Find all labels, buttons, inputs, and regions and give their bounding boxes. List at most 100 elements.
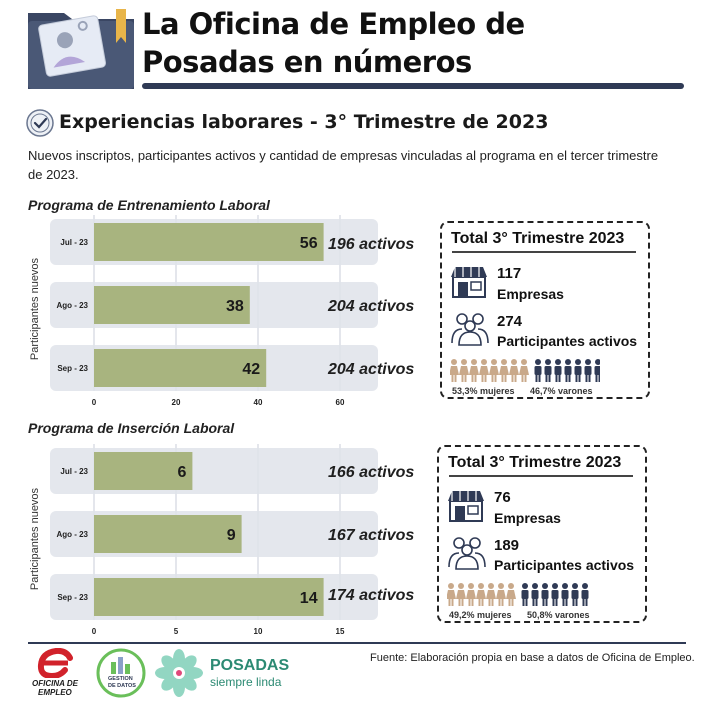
- woman-icon: [499, 359, 509, 382]
- active-label: 204 activos: [328, 298, 415, 315]
- woman-icon: [469, 359, 479, 382]
- tick-label: 20: [172, 398, 181, 407]
- woman-icon: [496, 583, 506, 606]
- totals-box: Total 3° Trimestre 2023 76 Empresas 189 …: [437, 445, 647, 623]
- y-axis-label: Participantes nuevos: [29, 487, 41, 591]
- store-icon: [447, 487, 485, 528]
- data-label: 9: [227, 527, 236, 544]
- man-icon: [531, 583, 539, 606]
- woman-icon: [459, 359, 469, 382]
- men-percent: 50,8% varones: [527, 610, 590, 620]
- participantes-label: Participantes activos: [497, 333, 638, 349]
- man-icon: [541, 583, 549, 606]
- page-title-line2: Posadas en números: [142, 45, 472, 79]
- man-icon: [544, 359, 552, 382]
- gender-people-row: [447, 583, 589, 606]
- logo3-line2: siempre linda: [210, 675, 282, 689]
- bar: [94, 349, 267, 387]
- section-description-line2: de 2023.: [28, 167, 79, 182]
- woman-icon: [489, 359, 499, 382]
- section-title: Experiencias laborares - 3° Trimestre de…: [59, 111, 549, 133]
- category-label: Ago - 23: [56, 301, 88, 310]
- program-title: Programa de Inserción Laboral: [28, 420, 235, 436]
- check-badge-icon: [26, 109, 54, 137]
- folder-id-icon: [28, 5, 134, 89]
- logo2-line2: DE DATOS: [108, 683, 136, 689]
- gender-people-row: [450, 359, 600, 382]
- participantes-label: Participantes activos: [494, 557, 635, 573]
- source-note: Fuente: Elaboración propia en base a dat…: [370, 652, 695, 664]
- empresas-count: 76: [494, 489, 511, 506]
- logo3-line1: POSADAS: [210, 657, 290, 674]
- man-icon: [574, 359, 582, 382]
- bar: [94, 515, 242, 553]
- program-title: Programa de Entrenamiento Laboral: [28, 197, 270, 213]
- gestion-datos-logo: GESTION DE DATOS: [96, 648, 146, 698]
- page-title-line1: La Oficina de Empleo de: [142, 7, 525, 41]
- totals-title: Total 3° Trimestre 2023: [448, 454, 622, 471]
- woman-icon: [447, 583, 456, 606]
- tick-label: 0: [92, 398, 97, 407]
- man-icon: [554, 359, 562, 382]
- bar-chart-insercion: Jul - 23 6 Ago - 23 9 Sep - 23 14 0 5 10 15: [50, 444, 378, 636]
- category-label: Sep - 23: [57, 593, 88, 602]
- active-label: 174 activos: [328, 587, 415, 604]
- totals-title: Total 3° Trimestre 2023: [451, 230, 625, 247]
- category-label: Sep - 23: [57, 364, 88, 373]
- man-icon: [594, 359, 600, 382]
- tick-label: 10: [254, 627, 263, 636]
- title-underline: [142, 83, 684, 89]
- man-icon: [534, 359, 542, 382]
- data-label: 38: [226, 298, 244, 315]
- logo1-line2: EMPLEO: [38, 688, 72, 697]
- man-icon: [521, 583, 529, 606]
- woman-icon: [519, 359, 529, 382]
- woman-icon: [506, 583, 516, 606]
- logo1-line1: OFICINA DE: [32, 679, 78, 688]
- data-label: 6: [177, 464, 186, 481]
- woman-icon: [486, 583, 496, 606]
- people-icon: [450, 311, 490, 352]
- data-label: 14: [300, 590, 318, 607]
- logo2-line1: GESTION: [108, 676, 133, 682]
- participantes-count: 274: [497, 313, 523, 330]
- tick-label: 60: [336, 398, 345, 407]
- footer-divider: [28, 642, 686, 644]
- bar: [94, 452, 193, 490]
- man-icon: [564, 359, 572, 382]
- oficina-empleo-logo: OFICINA DE EMPLEO: [30, 647, 82, 698]
- totals-divider: [452, 251, 636, 253]
- category-label: Ago - 23: [56, 530, 88, 539]
- store-icon: [450, 263, 488, 304]
- data-label: 42: [242, 361, 260, 378]
- y-axis-label: Participantes nuevos: [29, 257, 41, 361]
- tick-label: 40: [254, 398, 263, 407]
- active-label: 196 activos: [328, 236, 415, 253]
- bar: [94, 223, 324, 261]
- woman-icon: [450, 359, 459, 382]
- men-percent: 46,7% varones: [530, 386, 593, 396]
- bar: [94, 578, 324, 616]
- empresas-label: Empresas: [497, 286, 564, 302]
- data-label: 56: [300, 235, 318, 252]
- people-icon: [447, 535, 487, 576]
- tick-label: 5: [174, 627, 179, 636]
- woman-icon: [476, 583, 486, 606]
- category-label: Jul - 23: [60, 238, 88, 247]
- man-icon: [551, 583, 559, 606]
- man-icon: [561, 583, 569, 606]
- totals-box: Total 3° Trimestre 2023 117 Empresas 274…: [440, 221, 650, 399]
- active-label: 166 activos: [328, 464, 415, 481]
- active-label: 167 activos: [328, 527, 415, 544]
- tick-label: 0: [92, 627, 97, 636]
- woman-icon: [466, 583, 476, 606]
- women-percent: 53,3% mujeres: [452, 386, 515, 396]
- man-icon: [584, 359, 592, 382]
- empresas-count: 117: [497, 265, 522, 282]
- man-icon: [571, 583, 579, 606]
- tick-label: 15: [336, 627, 345, 636]
- section-description-line1: Nuevos inscriptos, participantes activos…: [28, 148, 659, 163]
- empresas-label: Empresas: [494, 510, 561, 526]
- bar: [94, 286, 250, 324]
- totals-divider: [449, 475, 633, 477]
